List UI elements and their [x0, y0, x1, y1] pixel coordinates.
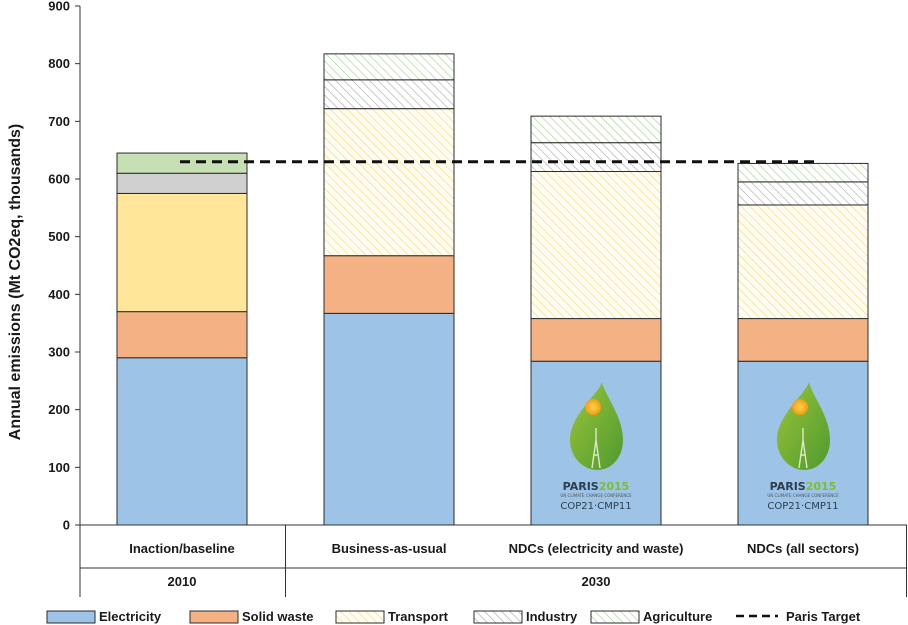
- bar-electricity: [323, 312, 455, 526]
- bar-transport: [323, 108, 455, 257]
- legend-item-agriculture: Agriculture: [590, 609, 712, 624]
- logo-cop-text: COP21·CMP11: [560, 501, 631, 512]
- logo-subtitle: UN CLIMATE CHANGE CONFERENCE: [767, 493, 839, 498]
- legend: Electricity Solid waste Transport Industry A…: [46, 609, 861, 624]
- y-tick-label: 400: [48, 287, 70, 302]
- bar-electricity: [116, 357, 248, 526]
- bar-industry: [116, 172, 248, 194]
- legend-item-paris-target: Paris Target: [736, 609, 861, 624]
- legend-item-industry: Industry: [473, 609, 578, 624]
- bar-transport: [737, 204, 869, 320]
- x-group-label: 2030: [582, 574, 611, 589]
- y-tick-label: 0: [63, 518, 70, 533]
- legend-label: Agriculture: [643, 609, 712, 624]
- sun-icon: [585, 399, 601, 415]
- y-tick-label: 700: [48, 114, 70, 129]
- eiffel-tower-icon: [591, 428, 601, 469]
- y-axis: 0 100 200 300 400 500 600 700 800 900: [48, 0, 81, 533]
- leaf-drop-icon: [777, 382, 830, 470]
- x-category-label: Inaction/baseline: [129, 541, 234, 556]
- bar-solid-waste: [116, 311, 248, 359]
- x-category-label: NDCs (electricity and waste): [509, 541, 684, 556]
- legend-swatch: [473, 610, 523, 624]
- legend-label: Paris Target: [786, 609, 861, 624]
- bar-solid-waste: [737, 318, 869, 362]
- bar-stack-inaction-baseline: [116, 152, 248, 526]
- logo-title-year: 2015: [806, 480, 837, 493]
- y-tick-label: 300: [48, 345, 70, 360]
- bars: [116, 53, 869, 526]
- y-tick-label: 900: [48, 0, 70, 14]
- legend-swatch: [590, 610, 640, 624]
- y-axis-label-group: Annual emissions (Mt CO2eq, thousands): [7, 124, 24, 440]
- logo-title-paris: PARIS: [770, 480, 806, 493]
- legend-label: Solid waste: [242, 609, 314, 624]
- logo-title-year: 2015: [599, 480, 630, 493]
- bar-industry: [530, 142, 662, 173]
- logo-title: PARIS2015: [770, 480, 837, 493]
- x-axis: Inaction/baseline Business-as-usual NDCs (…: [79, 524, 907, 597]
- bar-industry: [737, 181, 869, 206]
- bar-solid-waste: [323, 255, 455, 314]
- legend-label: Transport: [388, 609, 449, 624]
- legend-swatch: [189, 610, 239, 624]
- y-tick-label: 200: [48, 402, 70, 417]
- y-tick-label: 600: [48, 172, 70, 187]
- logo-title-paris: PARIS: [563, 480, 599, 493]
- bar-agriculture: [737, 162, 869, 183]
- x-category-label: Business-as-usual: [332, 541, 447, 556]
- bar-stack-business-as-usual: [323, 53, 455, 526]
- eiffel-tower-icon: [798, 428, 808, 469]
- x-group-label: 2010: [168, 574, 197, 589]
- legend-item-transport: Transport: [335, 609, 449, 624]
- bar-stack-ndcs-electricity-and-waste: [530, 115, 662, 526]
- legend-swatch: [46, 610, 96, 624]
- bar-transport: [116, 192, 248, 313]
- logo-title: PARIS2015: [563, 480, 630, 493]
- legend-label: Electricity: [99, 609, 162, 624]
- legend-item-electricity: Electricity: [46, 609, 162, 624]
- bar-stack-ndcs-all-sectors: [737, 162, 869, 526]
- y-axis-label: Annual emissions (Mt CO2eq, thousands): [7, 124, 24, 440]
- bar-agriculture: [530, 115, 662, 144]
- legend-label: Industry: [526, 609, 578, 624]
- sun-icon: [792, 399, 808, 415]
- bar-industry: [323, 79, 455, 110]
- logo-subtitle: UN CLIMATE CHANGE CONFERENCE: [560, 493, 632, 498]
- bar-transport: [530, 171, 662, 320]
- y-tick-label: 100: [48, 460, 70, 475]
- y-tick-label: 500: [48, 229, 70, 244]
- legend-swatch: [335, 610, 385, 624]
- logo-cop-text: COP21·CMP11: [767, 501, 838, 512]
- bar-solid-waste: [530, 318, 662, 362]
- y-tick-label: 800: [48, 56, 70, 71]
- x-category-label: NDCs (all sectors): [747, 541, 859, 556]
- bar-agriculture: [323, 53, 455, 81]
- legend-item-solid-waste: Solid waste: [189, 609, 314, 624]
- leaf-drop-icon: [570, 382, 623, 470]
